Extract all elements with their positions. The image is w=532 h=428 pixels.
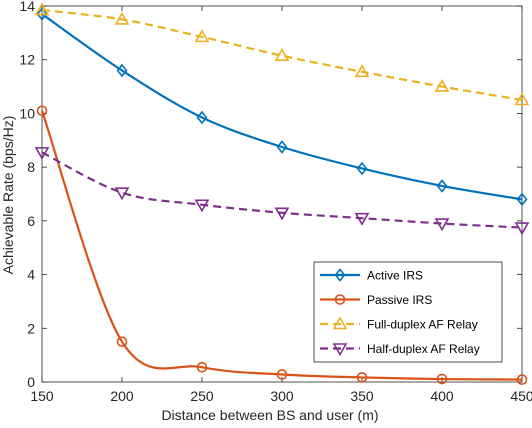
x-tick-label: 350: [350, 388, 374, 404]
y-tick-label: 4: [27, 267, 35, 283]
x-tick-label: 300: [270, 388, 294, 404]
legend-item: Full-duplex AF Relay: [320, 316, 478, 332]
data-point: [196, 110, 208, 125]
data-point: [274, 207, 290, 221]
data-point: [34, 2, 50, 16]
data-point: [516, 192, 528, 207]
data-point: [116, 336, 128, 348]
series-half-duplex-af-relay: [34, 147, 530, 236]
data-point: [36, 7, 48, 21]
legend-marker: [332, 316, 348, 330]
x-tick-label: 200: [110, 388, 134, 404]
x-tick-label: 450: [510, 388, 532, 404]
y-tick-label: 2: [27, 320, 35, 336]
x-axis-label: Distance between BS and user (m): [161, 407, 378, 423]
data-point: [276, 369, 288, 380]
series-line: [41, 151, 523, 229]
data-point: [436, 373, 448, 385]
y-tick-label: 6: [27, 213, 35, 229]
legend-marker: [334, 294, 346, 305]
series-passive-irs: [36, 105, 528, 385]
data-point: [356, 161, 368, 176]
data-point: [516, 374, 528, 385]
legend-label: Full-duplex AF Relay: [367, 318, 478, 332]
legend-item: Passive IRS: [320, 293, 432, 307]
data-point: [354, 64, 370, 78]
y-axis-ticks: 0 2 4 6 8 10 12 14: [19, 0, 522, 390]
series-line: [41, 8, 523, 102]
y-tick-label: 14: [19, 0, 35, 14]
x-tick-label: 150: [30, 388, 54, 404]
legend-label: Passive IRS: [367, 293, 432, 307]
data-point: [36, 105, 48, 117]
data-point: [194, 29, 210, 43]
series-active-irs: [36, 7, 528, 207]
series-full-duplex-af-relay: [34, 2, 530, 106]
data-point: [114, 11, 130, 25]
legend-label: Half-duplex AF Relay: [367, 342, 480, 356]
data-point: [194, 199, 210, 213]
data-point: [436, 179, 448, 193]
legend-label: Active IRS: [367, 269, 423, 283]
data-point: [274, 48, 290, 61]
series-line: [41, 13, 523, 201]
x-tick-label: 250: [190, 388, 214, 404]
x-tick-label: 400: [430, 388, 454, 404]
y-tick-label: 8: [27, 159, 35, 175]
data-point: [34, 147, 50, 160]
data-point: [514, 222, 530, 236]
series-group: [34, 2, 530, 385]
data-point: [434, 218, 450, 232]
data-point: [434, 78, 450, 92]
data-point: [356, 372, 368, 383]
y-tick-label: 0: [27, 374, 35, 390]
legend-item: Half-duplex AF Relay: [320, 342, 480, 357]
legend-item: Active IRS: [320, 268, 423, 283]
legend-marker: [334, 268, 346, 282]
data-point: [116, 63, 128, 78]
data-point: [514, 92, 530, 106]
data-point: [196, 361, 208, 373]
data-point: [114, 187, 130, 201]
data-point: [354, 212, 370, 226]
y-tick-label: 10: [19, 105, 35, 121]
legend: Active IRS Passive IRS Full-duplex AF Rela…: [313, 261, 503, 363]
y-tick-label: 12: [19, 52, 35, 68]
y-axis-label: Achievable Rate (bps/Hz): [0, 116, 16, 275]
data-point: [276, 140, 288, 154]
legend-marker: [332, 343, 348, 357]
